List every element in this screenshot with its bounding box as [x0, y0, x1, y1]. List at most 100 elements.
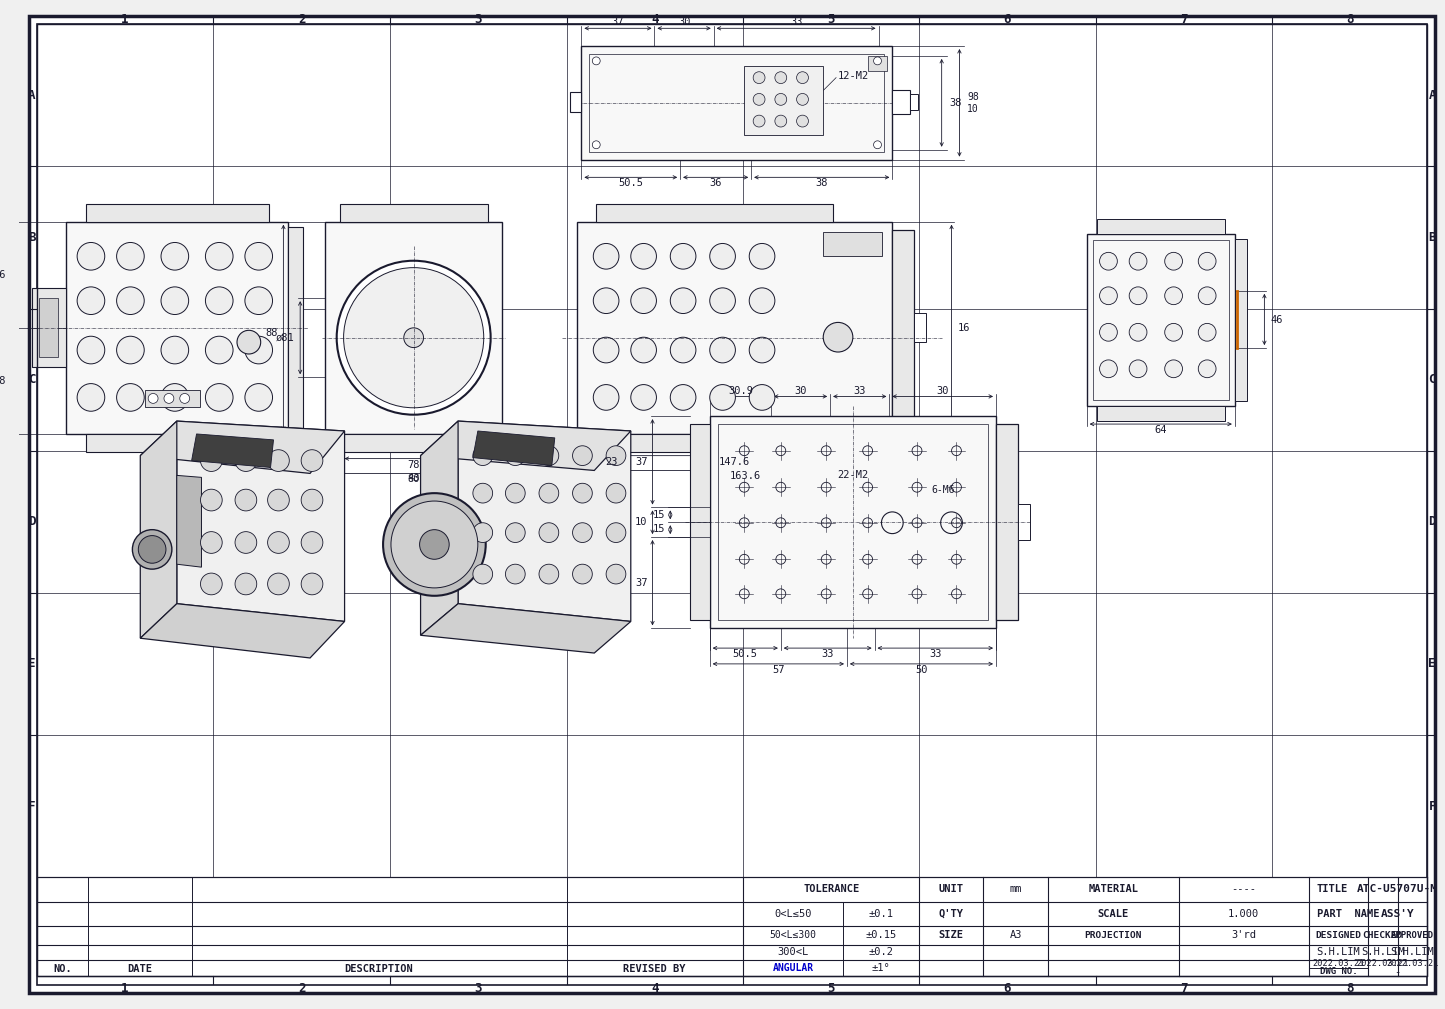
Circle shape: [539, 523, 559, 543]
Circle shape: [160, 287, 189, 315]
Circle shape: [670, 243, 696, 269]
Text: B: B: [27, 231, 36, 244]
Polygon shape: [192, 434, 273, 467]
Bar: [569, 93, 581, 112]
Text: ±0.15: ±0.15: [866, 930, 896, 940]
Bar: [581, 46, 893, 159]
Bar: [744, 66, 824, 135]
Text: REVISED BY: REVISED BY: [623, 964, 686, 974]
Text: ø81: ø81: [276, 333, 295, 343]
Circle shape: [594, 384, 618, 411]
Text: 50: 50: [915, 665, 928, 675]
Text: 50.5: 50.5: [618, 179, 643, 189]
Circle shape: [1129, 360, 1147, 377]
Text: D: D: [1429, 516, 1436, 529]
Circle shape: [1129, 324, 1147, 341]
Circle shape: [1165, 324, 1182, 341]
Circle shape: [874, 57, 881, 65]
Circle shape: [77, 287, 104, 315]
Circle shape: [1100, 324, 1117, 341]
Circle shape: [244, 383, 273, 412]
Circle shape: [1129, 252, 1147, 270]
Text: ±1°: ±1°: [871, 963, 890, 973]
Text: 33: 33: [821, 649, 834, 659]
Polygon shape: [140, 603, 344, 658]
Text: E: E: [1429, 658, 1436, 670]
Circle shape: [572, 446, 592, 465]
Circle shape: [539, 446, 559, 465]
Circle shape: [631, 337, 656, 363]
Polygon shape: [140, 421, 176, 639]
Circle shape: [605, 564, 626, 584]
Text: 33: 33: [929, 649, 942, 659]
Circle shape: [824, 323, 853, 352]
Polygon shape: [420, 421, 458, 636]
Text: ±0.2: ±0.2: [868, 947, 893, 958]
Text: 6: 6: [1003, 982, 1011, 995]
Circle shape: [236, 532, 257, 553]
Text: 10: 10: [634, 518, 647, 528]
Circle shape: [77, 336, 104, 364]
Text: D: D: [27, 516, 36, 529]
Text: DWG NO.: DWG NO.: [1319, 968, 1357, 977]
Text: 30: 30: [795, 385, 806, 396]
Bar: [691, 424, 709, 621]
Text: PROJECTION: PROJECTION: [1085, 930, 1142, 939]
Text: 2: 2: [298, 13, 305, 26]
Circle shape: [539, 564, 559, 584]
Circle shape: [796, 72, 808, 84]
Text: 64: 64: [1155, 425, 1168, 435]
Text: 98
10: 98 10: [967, 92, 980, 114]
Circle shape: [594, 288, 618, 314]
Circle shape: [605, 446, 626, 465]
Polygon shape: [176, 475, 201, 567]
Circle shape: [631, 288, 656, 314]
Bar: [867, 55, 887, 71]
Text: 16: 16: [958, 323, 970, 333]
Circle shape: [592, 141, 600, 148]
Bar: [1097, 219, 1225, 234]
Bar: [1087, 234, 1235, 407]
Text: ATC-U5707U-M: ATC-U5707U-M: [1357, 884, 1438, 894]
Circle shape: [301, 489, 322, 511]
Text: 8: 8: [1345, 13, 1354, 26]
Polygon shape: [140, 421, 344, 473]
Bar: [325, 222, 503, 434]
Circle shape: [344, 267, 484, 408]
Circle shape: [179, 394, 189, 404]
Text: 0<L≤50: 0<L≤50: [775, 908, 812, 918]
Bar: [1092, 239, 1228, 401]
Text: F: F: [1429, 799, 1436, 812]
Circle shape: [267, 532, 289, 553]
Circle shape: [631, 243, 656, 269]
Circle shape: [605, 523, 626, 543]
Text: 15: 15: [653, 511, 665, 521]
Circle shape: [796, 94, 808, 105]
Circle shape: [753, 94, 764, 105]
Bar: [590, 53, 884, 151]
Text: 7: 7: [1181, 982, 1188, 995]
Text: 33: 33: [854, 385, 866, 396]
Polygon shape: [420, 603, 631, 653]
Text: C: C: [27, 373, 36, 386]
Circle shape: [117, 383, 144, 412]
Text: 5: 5: [828, 982, 835, 995]
Text: 15: 15: [653, 524, 665, 534]
Circle shape: [539, 483, 559, 503]
Text: 6: 6: [1003, 13, 1011, 26]
Bar: [915, 313, 926, 342]
Circle shape: [1100, 287, 1117, 305]
Circle shape: [160, 242, 189, 270]
Text: 2022.03.21: 2022.03.21: [1386, 960, 1439, 969]
Text: S.H.LIM: S.H.LIM: [1390, 947, 1435, 958]
Text: 1: 1: [121, 982, 129, 995]
Circle shape: [244, 336, 273, 364]
Circle shape: [383, 493, 486, 595]
Bar: [66, 222, 289, 434]
Text: 46: 46: [1270, 315, 1283, 325]
Circle shape: [1165, 360, 1182, 377]
Circle shape: [1165, 252, 1182, 270]
Polygon shape: [420, 421, 631, 470]
Text: 30: 30: [678, 17, 691, 27]
Circle shape: [592, 57, 600, 65]
